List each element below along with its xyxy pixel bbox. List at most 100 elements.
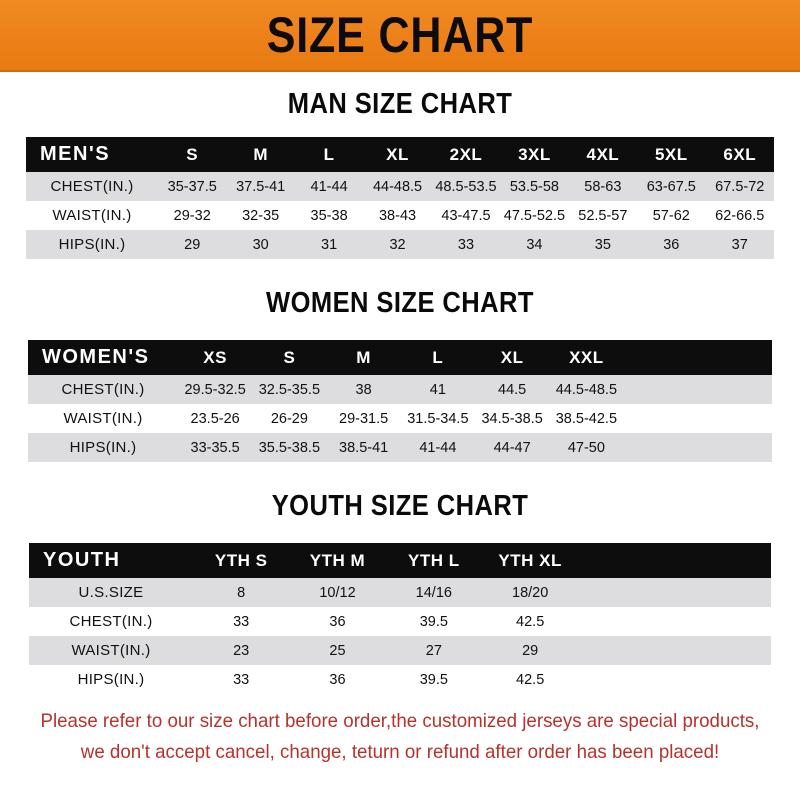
cell: 33 xyxy=(233,613,250,630)
column-header-yth-s: YTH S xyxy=(193,543,290,578)
cell: 47-50 xyxy=(567,439,605,456)
cell xyxy=(698,375,772,404)
cell: 67.5-72 xyxy=(715,178,765,195)
table-header-row: YOUTH YTH S YTH M YTH L YTH XL xyxy=(29,543,771,578)
cell: 31.5-34.5 xyxy=(407,410,469,427)
cell: 34.5-38.5 xyxy=(481,410,543,427)
cell: 37 xyxy=(731,236,748,253)
cell: 29 xyxy=(184,236,201,253)
cell xyxy=(578,607,674,636)
cell: 35.5-38.5 xyxy=(258,439,321,456)
cell: 23 xyxy=(233,642,250,659)
cell: 31 xyxy=(321,236,338,253)
cell: 44.5 xyxy=(498,381,527,398)
row-label: WAIST(IN.) xyxy=(63,410,143,427)
column-header-xl: XL xyxy=(363,137,432,172)
cell: 35 xyxy=(594,236,611,253)
cell: 35-38 xyxy=(310,207,348,224)
cell: 42.5 xyxy=(516,671,545,688)
row-label: CHEST(IN.) xyxy=(61,381,145,398)
cell: 38.5-41 xyxy=(339,439,389,456)
table-row: CHEST(IN.) 35-37.5 37.5-41 41-44 44-48.5… xyxy=(26,172,774,201)
row-label: WAIST(IN.) xyxy=(71,642,151,659)
cell: 47.5-52.5 xyxy=(503,207,566,224)
cell: 29 xyxy=(522,642,539,659)
column-header-l: L xyxy=(294,137,364,172)
cell: 29-32 xyxy=(173,207,211,224)
footer-disclaimer: Please refer to our size chart before or… xyxy=(30,706,769,768)
column-header-m: M xyxy=(326,340,401,375)
cell: 58-63 xyxy=(584,178,622,195)
row-label: HIPS(IN.) xyxy=(77,671,145,688)
table-row: HIPS(IN.) 29 30 31 32 33 34 35 36 37 xyxy=(26,230,774,259)
column-header-rowlabel: YOUTH xyxy=(29,543,193,578)
cell xyxy=(675,636,771,665)
section-title-women: WOMEN SIZE CHART xyxy=(266,287,534,319)
man-size-table: MEN'S S M L XL 2XL 3XL 4XL 5XL 6XL CHEST… xyxy=(26,137,774,259)
cell: 62-66.5 xyxy=(715,207,765,224)
cell: 48.5-53.5 xyxy=(435,178,497,195)
column-header-6xl: 6XL xyxy=(705,137,774,172)
cell: 36 xyxy=(663,236,680,253)
column-header-s: S xyxy=(252,340,327,375)
column-header-l: L xyxy=(400,340,475,375)
cell: 30 xyxy=(252,236,269,253)
column-header-blank xyxy=(674,543,771,578)
cell xyxy=(578,636,674,665)
cell: 38-43 xyxy=(378,207,417,224)
column-header-rowlabel: MEN'S xyxy=(26,137,158,172)
cell xyxy=(675,665,771,694)
cell: 34 xyxy=(526,236,543,253)
footer-line-1: Please refer to our size chart before or… xyxy=(40,710,760,732)
youth-size-table: YOUTH YTH S YTH M YTH L YTH XL U.S.SIZE … xyxy=(29,543,771,694)
column-header-3xl: 3XL xyxy=(500,137,569,172)
column-header-rowlabel: WOMEN'S xyxy=(28,340,178,375)
cell: 36 xyxy=(329,613,346,630)
cell: 23.5-26 xyxy=(190,410,240,427)
row-label: WAIST(IN.) xyxy=(52,207,132,224)
column-header-blank xyxy=(697,340,772,375)
cell xyxy=(624,404,698,433)
cell: 39.5 xyxy=(419,671,448,688)
column-header-4xl: 4XL xyxy=(568,137,638,172)
table-row: WAIST(IN.) 23 25 27 29 xyxy=(29,636,771,665)
cell: 10/12 xyxy=(319,584,356,601)
cell: 8 xyxy=(237,584,246,601)
cell: 29-31.5 xyxy=(339,410,389,427)
section-title-youth: YOUTH SIZE CHART xyxy=(271,490,529,522)
column-header-xs: XS xyxy=(178,340,253,375)
column-header-yth-l: YTH L xyxy=(385,543,482,578)
table-row: CHEST(IN.) 29.5-32.5 32.5-35.5 38 41 44.… xyxy=(28,375,772,404)
cell xyxy=(578,578,674,607)
cell: 14/16 xyxy=(415,584,452,601)
cell xyxy=(578,665,674,694)
cell: 33 xyxy=(233,671,250,688)
column-header-yth-xl: YTH XL xyxy=(481,543,579,578)
table-header-row: WOMEN'S XS S M L XL XXL xyxy=(28,340,772,375)
column-header-2xl: 2XL xyxy=(431,137,501,172)
column-header-xl: XL xyxy=(475,340,550,375)
table-row: U.S.SIZE 8 10/12 14/16 18/20 xyxy=(29,578,771,607)
row-label: CHEST(IN.) xyxy=(50,178,134,195)
cell: 63-67.5 xyxy=(646,178,696,195)
row-label: U.S.SIZE xyxy=(78,584,144,601)
column-header-m: M xyxy=(226,137,295,172)
cell: 25 xyxy=(329,642,346,659)
table-row: CHEST(IN.) 33 36 39.5 42.5 xyxy=(29,607,771,636)
cell: 38.5-42.5 xyxy=(555,410,618,427)
table-row: HIPS(IN.) 33 36 39.5 42.5 xyxy=(29,665,771,694)
section-title-man: MAN SIZE CHART xyxy=(287,88,513,120)
cell: 35-37.5 xyxy=(167,178,217,195)
cell: 27 xyxy=(425,642,442,659)
cell: 57-62 xyxy=(652,207,690,224)
cell: 33 xyxy=(457,236,475,253)
cell: 33-35.5 xyxy=(190,439,240,456)
cell: 44.5-48.5 xyxy=(555,381,618,398)
cell: 43-47.5 xyxy=(441,207,491,224)
cell: 29.5-32.5 xyxy=(184,381,246,398)
cell: 44-47 xyxy=(493,439,531,456)
table-row: WAIST(IN.) 29-32 32-35 35-38 38-43 43-47… xyxy=(26,201,774,230)
cell: 32 xyxy=(389,236,406,253)
page-banner: SIZE CHART xyxy=(0,0,800,72)
cell xyxy=(624,433,698,462)
